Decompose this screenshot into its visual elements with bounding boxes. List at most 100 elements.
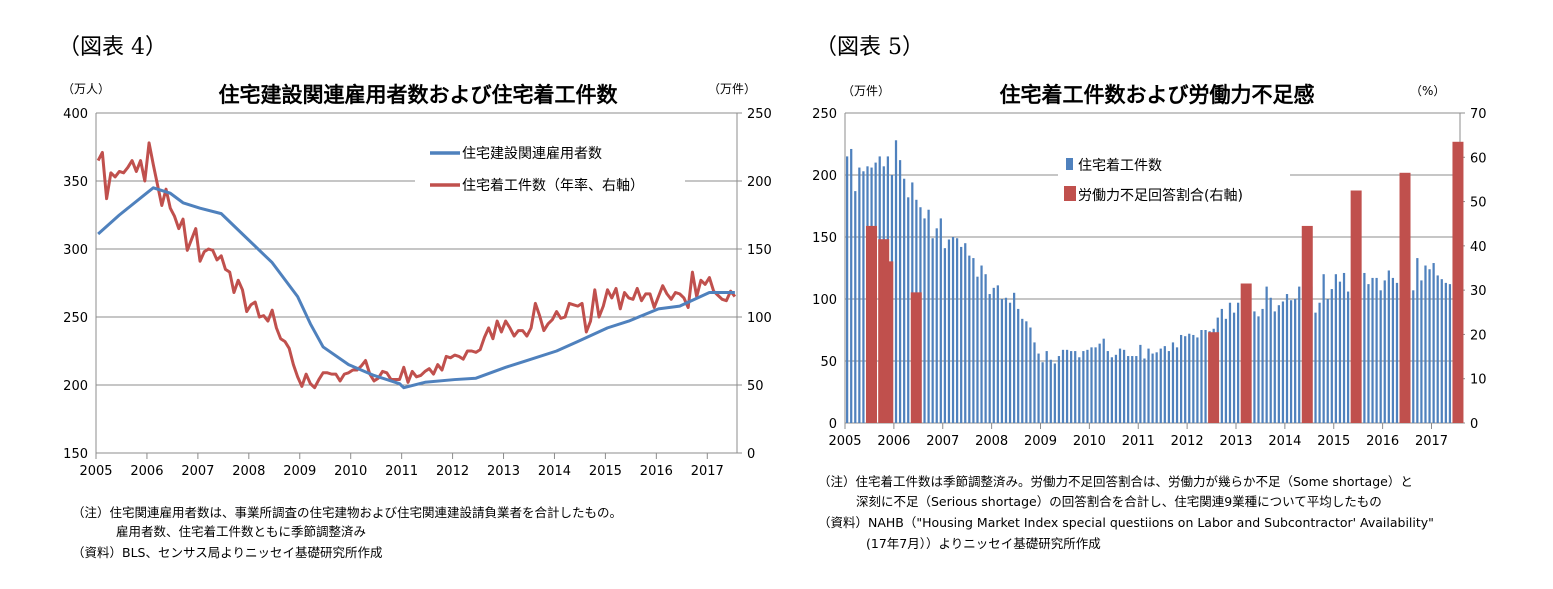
bar-housing-starts: [1200, 330, 1203, 423]
y-left-tick-label: 100: [812, 293, 837, 308]
bar-housing-starts: [947, 239, 951, 423]
legend-label-shortage: 労働力不足回答割合(右軸): [1078, 187, 1243, 204]
bar-housing-starts: [1314, 312, 1317, 423]
x-tick-label: 2017: [1415, 434, 1448, 449]
bar-labor-shortage: [1208, 332, 1220, 423]
bar-housing-starts: [1196, 337, 1199, 423]
bar-housing-starts: [1192, 334, 1195, 423]
y-right-tick-label: 40: [1470, 240, 1487, 255]
bar-housing-starts: [850, 148, 853, 423]
bar-housing-starts: [960, 246, 963, 423]
bar-housing-starts: [1444, 282, 1447, 423]
y-left-tick-label: 200: [812, 169, 837, 184]
bar-housing-starts: [935, 228, 938, 423]
x-tick-label: 2007: [181, 464, 214, 479]
bar-housing-starts: [1432, 263, 1435, 423]
bar-housing-starts: [1061, 349, 1065, 423]
bar-housing-starts: [1391, 277, 1395, 423]
bar-housing-starts: [968, 255, 971, 423]
x-tick-label: 2007: [926, 434, 959, 449]
y-right-tick-label: 0: [747, 447, 755, 462]
bar-housing-starts: [1436, 275, 1439, 423]
figure-5-note-1: （注）住宅着工件数は季節調整済み。労働力不足回答割合は、労働力が幾らか不足（So…: [818, 474, 1413, 489]
bar-housing-starts: [943, 248, 947, 423]
figure-4-source: （資料）BLS、センサス局よりニッセイ基礎研究所作成: [72, 545, 382, 560]
bar-housing-starts: [1143, 358, 1146, 423]
bar-housing-starts: [1375, 277, 1378, 423]
y-left-tick-label: 250: [63, 311, 88, 326]
x-tick-label: 2011: [385, 464, 418, 479]
y-left-tick-label: 200: [63, 379, 88, 394]
x-tick-label: 2010: [334, 464, 367, 479]
y-left-tick-label: 400: [63, 107, 88, 122]
bar-housing-starts: [1261, 308, 1264, 423]
bar-labor-shortage: [1301, 225, 1313, 423]
bar-housing-starts: [976, 276, 979, 423]
bar-housing-starts: [1025, 321, 1028, 423]
bar-housing-starts: [1017, 308, 1020, 423]
x-tick-label: 2016: [1366, 434, 1399, 449]
bar-housing-starts: [1257, 316, 1260, 423]
chart-4-left-unit: （万人）: [62, 82, 110, 96]
bar-housing-starts: [1037, 353, 1040, 423]
series-line-employment: [97, 186, 735, 390]
bar-housing-starts: [1021, 318, 1024, 423]
bar-housing-starts: [1416, 258, 1419, 423]
y-right-tick-label: 50: [747, 379, 764, 394]
bar-housing-starts: [1114, 354, 1118, 423]
bar-housing-starts: [1383, 280, 1386, 423]
x-tick-label: 2015: [1317, 434, 1350, 449]
bar-housing-starts: [1363, 272, 1366, 423]
bar-labor-shortage: [1240, 283, 1252, 423]
bar-housing-starts: [1277, 305, 1280, 423]
bar-housing-starts: [1346, 291, 1350, 423]
bar-housing-starts: [1122, 349, 1126, 423]
bar-housing-starts: [996, 285, 999, 423]
bar-labor-shortage: [1350, 190, 1362, 423]
legend-label-starts: 住宅着工件数（年率、右軸）: [462, 177, 644, 194]
bar-housing-starts: [988, 294, 991, 423]
chart-5-title: 住宅着工件数および労働力不足感: [1000, 83, 1315, 107]
x-tick-label: 2016: [640, 464, 673, 479]
x-tick-label: 2014: [1268, 434, 1301, 449]
y-right-tick-label: 200: [747, 175, 772, 190]
bar-housing-starts: [951, 237, 955, 423]
chart-4-legend: 住宅建設関連雇用者数 住宅着工件数（年率、右軸）: [415, 141, 685, 197]
bar-housing-starts: [1078, 357, 1081, 423]
bar-housing-starts: [1008, 302, 1012, 423]
bar-housing-starts: [1424, 265, 1427, 423]
x-tick-label: 2005: [79, 464, 112, 479]
bar-housing-starts: [1049, 359, 1052, 423]
y-right-tick-label: 50: [1470, 196, 1487, 211]
x-tick-label: 2005: [828, 434, 861, 449]
bar-housing-starts: [1289, 300, 1293, 423]
y-right-tick-label: 150: [747, 243, 772, 258]
bar-housing-starts: [984, 274, 987, 423]
figure-5-source-2: (17年7月））よりニッセイ基礎研究所作成: [866, 536, 1101, 551]
x-tick-label: 2008: [975, 434, 1008, 449]
bar-housing-starts: [1004, 297, 1008, 423]
bar-housing-starts: [1318, 302, 1321, 423]
bar-housing-starts: [1057, 356, 1061, 423]
bar-housing-starts: [1412, 290, 1415, 423]
figure-4-note-2: 雇用者数、住宅着工件数ともに季節調整済み: [116, 524, 366, 539]
bar-labor-shortage: [1399, 172, 1411, 423]
bar-housing-starts: [1448, 284, 1452, 423]
series-line-housing-starts: [96, 141, 737, 390]
x-tick-label: 2014: [538, 464, 571, 479]
y-left-tick-label: 300: [63, 243, 88, 258]
bar-housing-starts: [1342, 272, 1346, 423]
bar-labor-shortage: [882, 261, 894, 423]
bar-housing-starts: [1232, 312, 1236, 423]
x-tick-label: 2011: [1122, 434, 1155, 449]
bar-housing-starts: [1053, 363, 1056, 423]
bar-housing-starts: [1171, 342, 1175, 423]
legend-background: [415, 141, 685, 197]
y-left-tick-label: 0: [829, 417, 837, 432]
y-left-tick-label: 250: [812, 107, 837, 122]
bar-housing-starts: [1338, 281, 1342, 423]
bar-housing-starts: [1285, 294, 1289, 423]
figure-4-note-1: （注）住宅関連雇用者数は、事業所調査の住宅建物および住宅関連建設請負業者を合計し…: [72, 505, 622, 520]
chart-5-legend: 住宅着工件数 労働力不足回答割合(右軸): [1058, 150, 1290, 210]
bar-housing-starts: [1273, 311, 1276, 423]
